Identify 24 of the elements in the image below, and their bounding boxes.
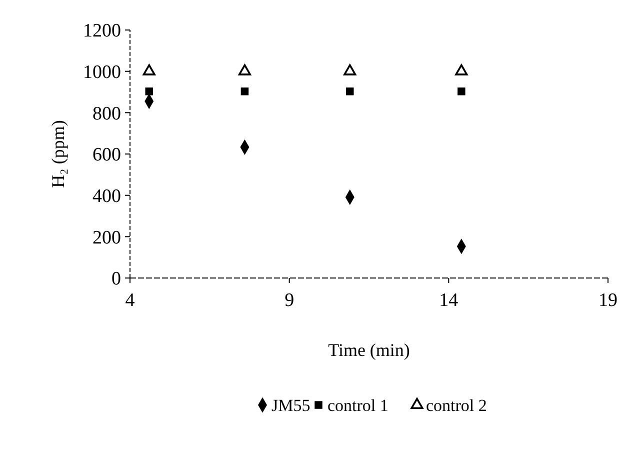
point <box>240 88 249 96</box>
point <box>346 88 354 96</box>
y-tick-label: 0 <box>112 268 121 290</box>
y-tick-label: 800 <box>92 103 121 124</box>
y-tick-label: 1200 <box>83 20 121 42</box>
point <box>145 88 153 96</box>
x-axis-title: Time (min) <box>328 340 410 360</box>
y-tick-label: 1000 <box>83 62 121 83</box>
x-tick-label: 4 <box>125 290 136 311</box>
y-tick-label: 600 <box>92 144 121 166</box>
point <box>458 88 466 96</box>
point <box>238 64 251 76</box>
point <box>142 64 156 76</box>
y-axis-title: H₂ (ppm) <box>48 120 68 188</box>
point <box>455 64 468 76</box>
x-tick-label: 9 <box>284 290 294 311</box>
y-tick-label: 200 <box>92 227 121 248</box>
legend-label: control 1 <box>328 396 388 415</box>
x-tick-label: 19 <box>598 290 618 311</box>
y-tick-label: 400 <box>92 186 121 207</box>
point <box>344 64 356 76</box>
legend-label: control 2 <box>426 396 487 415</box>
x-tick-label: 14 <box>439 290 459 311</box>
legend-label: JM55 <box>272 396 310 415</box>
